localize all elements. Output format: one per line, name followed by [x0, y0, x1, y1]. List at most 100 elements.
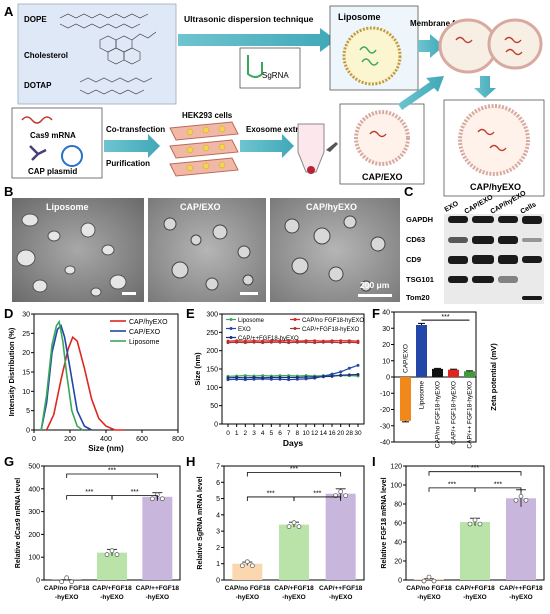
series-line: [47, 337, 124, 430]
significance-label: ***: [290, 466, 298, 473]
tube-icon: [298, 124, 324, 172]
y-axis-label: Relative dCas9 mRNA level: [15, 478, 22, 568]
significance-label: ***: [441, 314, 449, 321]
x-tick-label: CAP/no FGF18: [406, 585, 452, 592]
data-point: [339, 374, 342, 377]
y-tick-label: 300: [206, 312, 218, 319]
x-tick-label: CAP/++FGF18: [499, 585, 543, 592]
significance-bracket: [67, 474, 158, 478]
y-tick-label: 5: [216, 496, 220, 503]
wb-row-cd9: CD9: [406, 255, 421, 264]
data-point: [279, 376, 282, 379]
y-tick-label: 50: [210, 403, 218, 410]
x-tick-label: 10: [302, 430, 310, 437]
x-axis-label: Days: [283, 438, 304, 448]
panel-a: A DOPE Cholesterol DOTAP Ultrasonic disp…: [4, 4, 544, 196]
x-tick-label: 4: [261, 430, 265, 437]
panel-label-e: E: [186, 306, 195, 321]
data-point: [287, 376, 290, 379]
y-tick-label: -30: [380, 423, 390, 430]
x-tick-label: 28: [346, 430, 354, 437]
scale-bar-label: 200 μm: [360, 280, 390, 290]
y-tick-label: 20: [22, 350, 30, 357]
wb-row-tsg101: TSG101: [406, 275, 434, 284]
wb-col-cells: Cells: [520, 201, 538, 215]
significance-bracket: [429, 488, 475, 492]
y-axis-label: Relative SgRNA mRNA level: [197, 476, 204, 569]
x-tick-label: 400: [100, 436, 112, 443]
y-tick-label: 25: [22, 331, 30, 338]
y-tick-label: 1: [216, 561, 220, 568]
y-tick-label: 0: [398, 578, 402, 585]
significance-bracket: [247, 497, 294, 501]
y-tick-label: 100: [28, 555, 40, 562]
purification-label: Purification: [106, 159, 150, 168]
data-point: [253, 376, 256, 379]
data-point: [160, 497, 164, 501]
y-tick-label: -40: [380, 440, 390, 447]
tem-title-liposome: Liposome: [46, 202, 89, 212]
x-tick-label: CAP/no FGF18: [44, 585, 90, 592]
bar: [232, 564, 262, 580]
data-point: [468, 522, 472, 526]
category-label: CAP/no FGF18-hyEXO: [435, 381, 442, 448]
x-tick-label: 14: [320, 430, 328, 437]
y-axis-label: Relative FGF18 mRNA level: [381, 477, 388, 568]
data-point: [150, 497, 154, 501]
x-tick-label-2: -hyEXO: [463, 594, 486, 601]
bar: [506, 498, 536, 580]
data-point: [422, 579, 426, 583]
scale-bar-cap-exo: [240, 292, 258, 295]
legend-label: EXO: [238, 327, 251, 333]
y-tick-label: 0: [26, 428, 30, 435]
data-point: [305, 341, 308, 344]
x-tick-label-2: -hyEXO: [146, 594, 169, 601]
data-point: [250, 564, 254, 568]
y-tick-label: 0: [214, 422, 218, 429]
wb-col-exo: EXO: [444, 200, 461, 214]
x-tick-label: 5: [270, 430, 274, 437]
data-point: [478, 522, 482, 526]
y-tick-label: 200: [206, 348, 218, 355]
x-tick-label: CAP/++FGF18: [136, 585, 180, 592]
data-point: [110, 549, 114, 553]
data-point: [357, 341, 360, 344]
y-tick-label: 30: [22, 312, 30, 319]
arrow-down: [474, 76, 496, 98]
y-tick-label: 10: [22, 389, 30, 396]
significance-label: ***: [471, 465, 479, 472]
arrow-extraction: [240, 134, 294, 158]
bar: [448, 370, 459, 377]
data-point: [235, 376, 238, 379]
category-label: CAP/EXO: [403, 344, 410, 373]
tem-title-cap-exo: CAP/EXO: [180, 202, 221, 212]
y-tick-label: 400: [28, 486, 40, 493]
y-tick-label: 3: [216, 529, 220, 536]
cap-exo-title: CAP/EXO: [362, 172, 403, 182]
y-tick-label: 250: [206, 330, 218, 337]
x-tick-label: 800: [172, 436, 184, 443]
x-axis-label: Size (nm): [88, 444, 124, 453]
data-point: [473, 518, 477, 522]
legend-label: Liposome: [238, 318, 265, 324]
x-tick-label: 12: [311, 430, 319, 437]
cap-plasmid-label: CAP plasmid: [28, 167, 77, 176]
data-point: [227, 341, 230, 344]
significance-label: ***: [108, 467, 116, 474]
data-point: [297, 525, 301, 529]
scale-bar-liposome: [122, 292, 136, 295]
category-label: CAP/+ FGF18-hyEXO: [451, 381, 458, 445]
x-tick-label: CAP/+FGF18: [455, 585, 495, 592]
data-point: [427, 575, 431, 579]
y-tick-label: 500: [28, 464, 40, 471]
significance-bracket: [67, 496, 112, 500]
bar: [460, 522, 490, 580]
zoom-pointer-icon: [326, 142, 338, 152]
significance-bracket: [429, 472, 521, 476]
x-tick-label: CAP/no FGF18: [225, 585, 271, 592]
y-axis-label: Size (nm): [193, 352, 202, 386]
y-tick-label: 15: [22, 370, 30, 377]
x-tick-label-2: -hyEXO: [329, 594, 352, 601]
flask-stack: [170, 122, 238, 176]
liposome-icon: [344, 28, 400, 84]
